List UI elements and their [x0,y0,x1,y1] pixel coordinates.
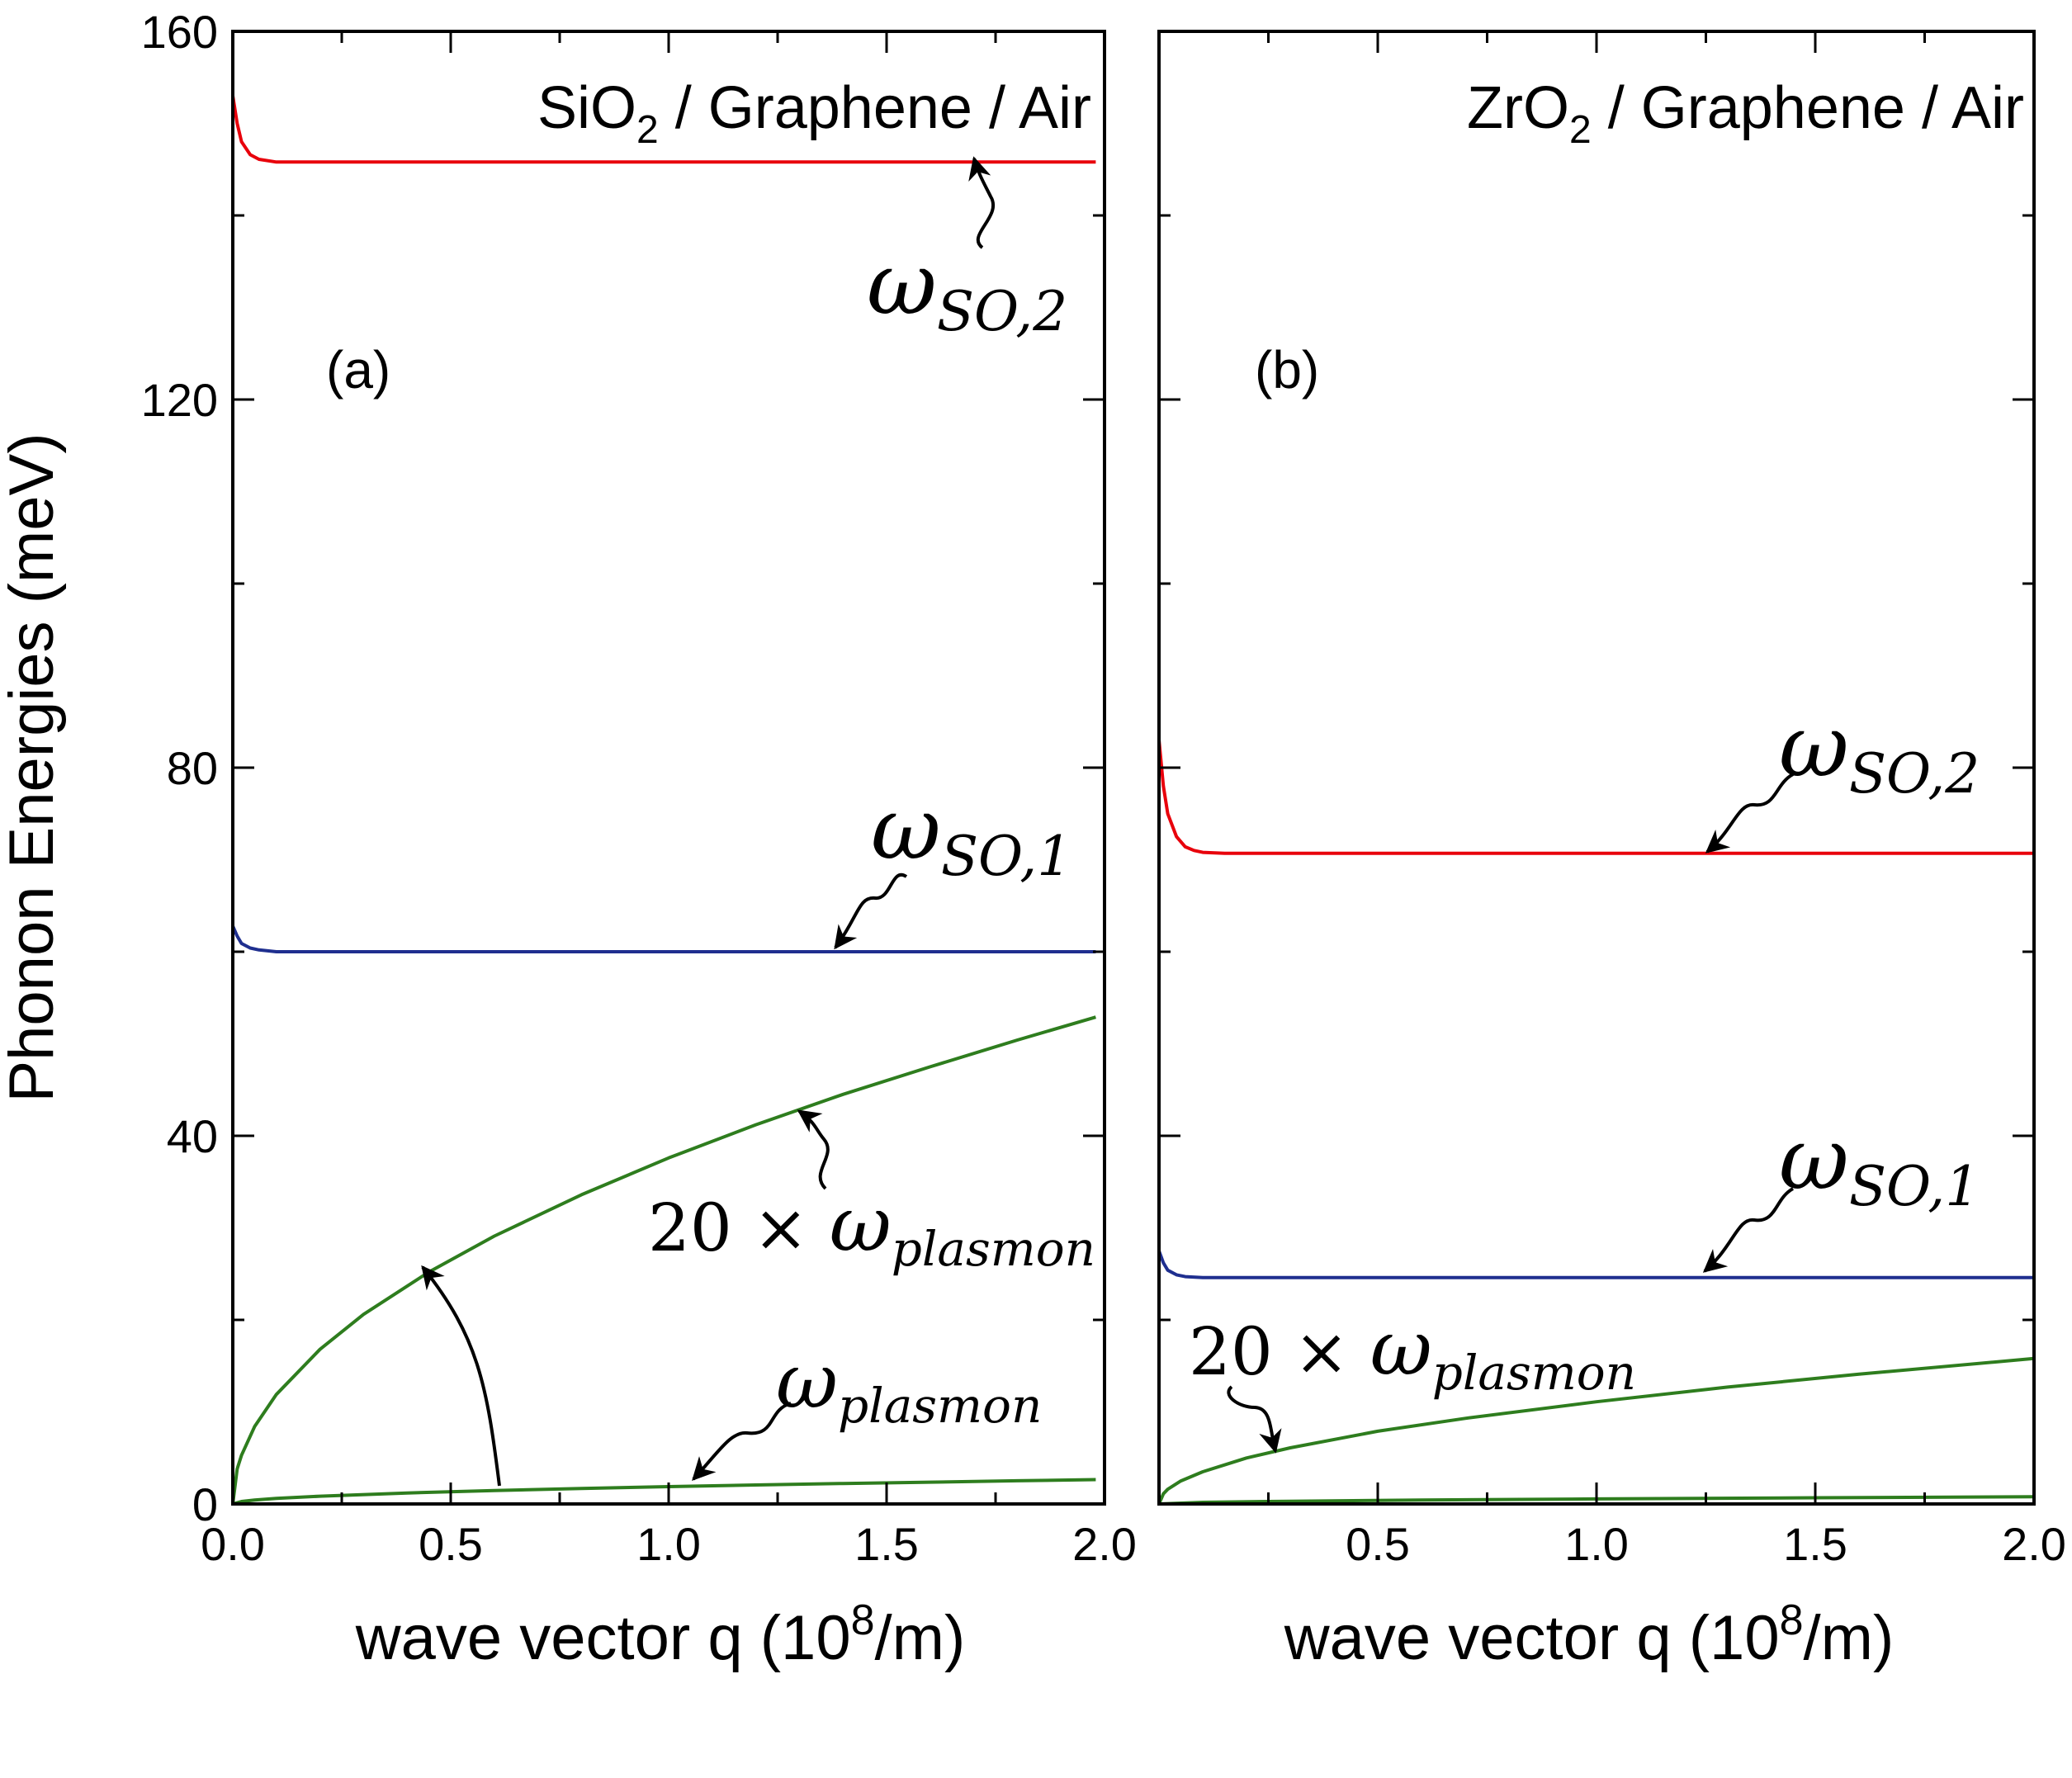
panel-a: 0 40 80 120 160 0.0 0.5 1.0 1.5 2.0 SiO2 / Graphe… [0,6,1137,1673]
panel-a-x-axis-label: wave vector q (108/m) [355,1596,966,1673]
panel-a-ticks: 0 40 80 120 160 0.0 0.5 1.0 1.5 2.0 [141,6,1137,1570]
panel-a-curves [233,95,1096,1504]
panel-a-annot-so2: ωSO,2 [867,234,1067,343]
panel-a-ytick-label: 160 [141,6,218,58]
panel-b: 0.5 1.0 1.5 2.0 ZrO2 / Graphene / Air (b) w… [1157,30,2066,1673]
panel-a-xtick-label: 0.5 [419,1518,483,1570]
panel-b-xtick-label: 2.0 [2002,1518,2066,1570]
panel-b-xtick-label: 1.5 [1783,1518,1847,1570]
panel-b-annot-so2: ωSO,2 [1779,696,1980,806]
panel-a-ytick-label: 120 [141,374,218,426]
panel-b-arrow-so2 [1705,773,1795,854]
panel-a-xtick-label: 0.0 [201,1518,265,1570]
panel-b-xtick-label: 1.0 [1564,1518,1629,1570]
panel-a-arrow-scale [421,1265,501,1487]
panel-a-xtick-label: 1.5 [854,1518,919,1570]
panel-a-title: SiO2 / Graphene / Air [537,75,1091,152]
panel-b-ticks: 0.5 1.0 1.5 2.0 [1159,31,2066,1570]
panel-b-arrow-so1 [1702,1187,1795,1273]
panel-b-annot-so1: ωSO,1 [1779,1109,1980,1218]
panel-a-series-0 [233,95,1096,164]
panel-b-title: ZrO2 / Graphene / Air [1467,75,2024,152]
panel-a-label: (a) [326,340,390,400]
panel-a-ytick-label: 40 [167,1110,218,1162]
panel-a-series-1 [233,925,1096,953]
y-axis-label: Phonon Energies (meV) [0,433,67,1102]
panel-a-annot-so1: ωSO,1 [871,778,1071,888]
panel-b-arrow-20plasmon [1227,1385,1282,1454]
panel-a-xtick-label: 1.0 [636,1518,701,1570]
panel-a-arrow-20plasmon [797,1109,830,1190]
panel-a-annot-plasmon: ωplasmon [776,1337,1042,1434]
panel-b-series-2 [1159,1356,2034,1504]
panel-a-frame [231,30,1106,1506]
panel-a-ytick-label: 0 [192,1478,218,1530]
panel-a-series-3 [233,1478,1096,1504]
panel-b-annot-20plasmon: 20 × ωplasmon [1189,1304,1636,1401]
panel-a-ytick-label: 80 [167,742,218,794]
panel-a-series-2 [233,1015,1096,1504]
panel-a-arrow-so2 [968,156,995,249]
panel-a-annot-20plasmon: 20 × ωplasmon [648,1180,1095,1277]
panel-b-x-axis-label: wave vector q (108/m) [1284,1596,1895,1673]
panel-b-series-1 [1159,1250,2034,1279]
panel-b-series-0 [1159,740,2034,855]
panel-b-label: (b) [1255,340,1319,400]
panel-a-arrow-plasmon [692,1402,792,1482]
panel-a-xtick-label: 2.0 [1072,1518,1137,1570]
panel-b-xtick-label: 0.5 [1346,1518,1410,1570]
panel-a-arrow-so1 [834,872,908,950]
